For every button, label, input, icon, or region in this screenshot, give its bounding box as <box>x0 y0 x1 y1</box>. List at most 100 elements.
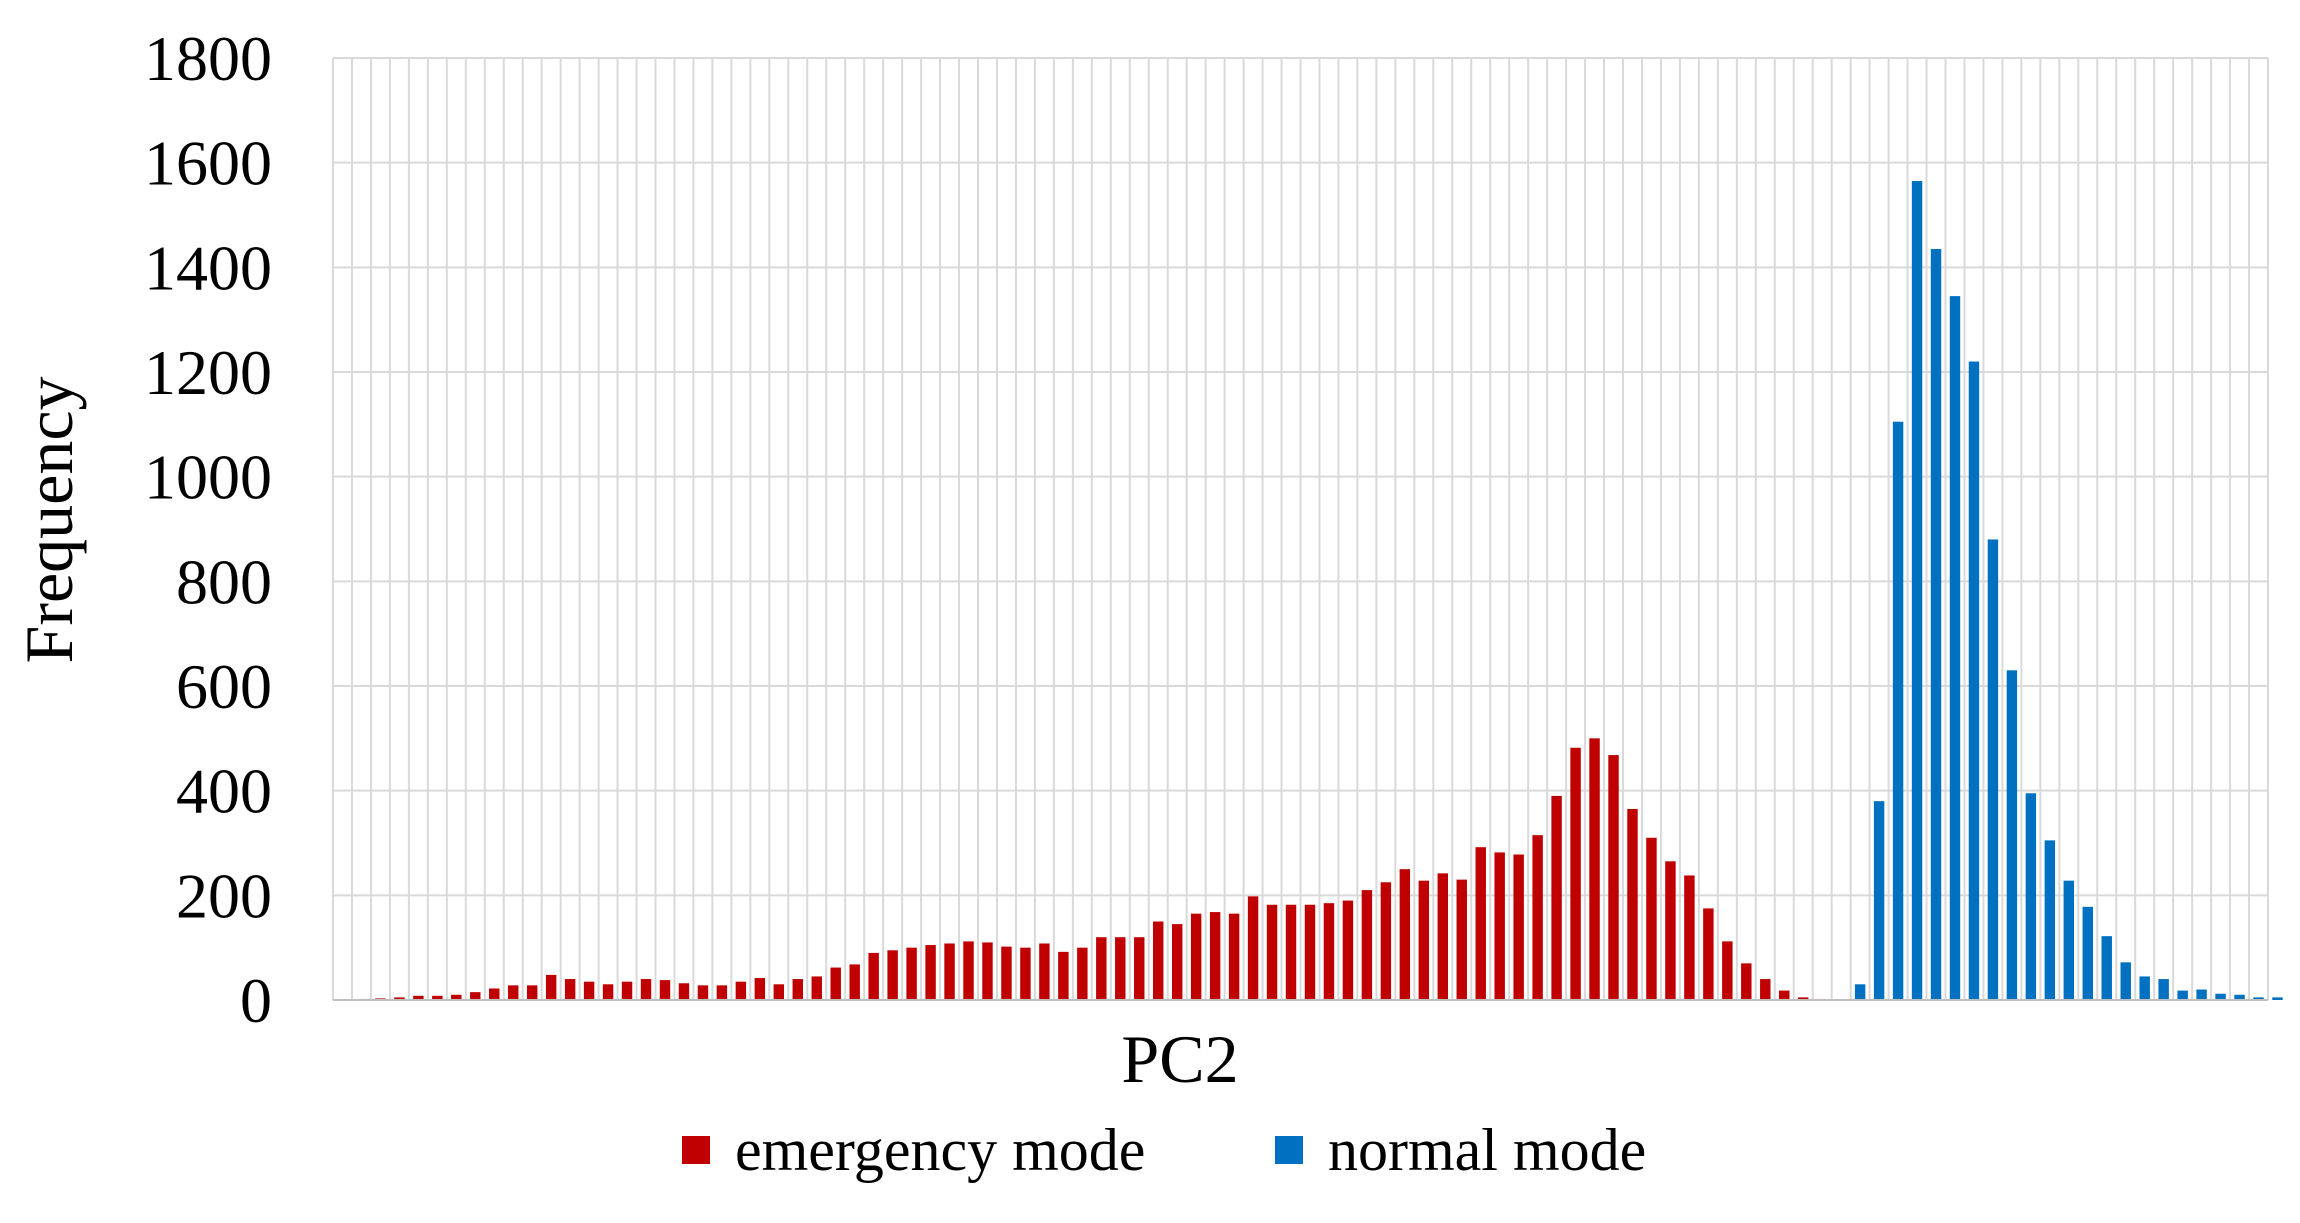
x-axis-label: PC2 <box>1121 1021 1238 1097</box>
bar-emergency <box>849 964 860 1000</box>
legend-label-normal: normal mode <box>1328 1117 1646 1183</box>
bar-emergency <box>451 994 462 1000</box>
bar-emergency <box>1304 904 1316 1000</box>
bar-emergency <box>944 943 955 1000</box>
bar-emergency <box>773 984 785 1000</box>
legend-label-emergency: emergency mode <box>735 1117 1145 1183</box>
bar-emergency <box>1171 924 1183 1000</box>
bar-emergency <box>583 981 595 1000</box>
bar-normal <box>1892 421 1904 1000</box>
y-tick-label: 1400 <box>144 232 272 303</box>
legend-swatch-normal <box>1275 1136 1303 1164</box>
bar-normal <box>2253 997 2264 1000</box>
bar-emergency <box>1589 738 1600 1000</box>
bar-emergency <box>1342 900 1354 1000</box>
bar-emergency <box>621 981 633 1000</box>
bar-normal <box>2272 997 2283 1000</box>
bar-emergency <box>792 979 803 1000</box>
bar-emergency <box>1703 908 1714 1000</box>
bar-emergency <box>1741 963 1752 1000</box>
bar-emergency <box>1399 869 1411 1000</box>
bar-emergency <box>754 978 766 1000</box>
bar-emergency <box>1209 912 1221 1000</box>
bar-emergency <box>1627 808 1638 1000</box>
bar-layer <box>337 180 2283 1000</box>
bar-emergency <box>1228 913 1240 1000</box>
bar-emergency <box>1608 755 1619 1000</box>
y-tick-label: 600 <box>176 651 272 722</box>
bar-emergency <box>564 979 576 1000</box>
bar-normal <box>2044 840 2056 1000</box>
bar-emergency <box>1418 880 1430 1000</box>
bar-normal <box>2082 906 2093 1000</box>
bar-emergency <box>1684 875 1695 1000</box>
bar-normal <box>2120 962 2131 1000</box>
bar-emergency <box>1077 947 1088 1000</box>
bar-emergency <box>1020 947 1031 1000</box>
bar-emergency <box>1551 795 1562 1000</box>
bar-emergency <box>1266 904 1278 1000</box>
bar-emergency <box>1134 937 1145 1000</box>
y-tick-labels: 0 200 400 600 800 1000 1200 1400 1600 1800 <box>144 23 272 1036</box>
bar-emergency <box>1722 941 1733 1000</box>
bar-emergency <box>602 984 614 1000</box>
bar-emergency <box>1115 937 1126 1000</box>
bar-emergency <box>1570 747 1581 1000</box>
bar-normal <box>2158 979 2169 1000</box>
y-tick-label: 1000 <box>144 442 272 513</box>
bar-normal <box>2234 994 2245 1000</box>
bar-normal <box>1930 249 1942 1000</box>
y-tick-label: 1600 <box>144 128 272 199</box>
bar-emergency <box>925 945 936 1000</box>
bar-emergency <box>1646 837 1657 1000</box>
y-tick-label: 200 <box>176 860 272 931</box>
bar-emergency <box>432 995 443 1000</box>
bar-emergency <box>508 985 519 1000</box>
bar-emergency <box>1760 979 1771 1000</box>
bar-emergency <box>1323 903 1335 1000</box>
bar-emergency <box>545 974 557 1000</box>
bar-emergency <box>659 980 671 1000</box>
bar-normal <box>1968 361 1980 1000</box>
bar-normal <box>1854 984 1866 1000</box>
bar-emergency <box>1153 921 1164 1000</box>
y-tick-label: 800 <box>176 546 272 617</box>
bar-emergency <box>697 985 709 1000</box>
bar-normal <box>2139 976 2150 1000</box>
bar-emergency <box>640 979 652 1000</box>
bar-emergency <box>1096 937 1107 1000</box>
bar-emergency <box>526 985 538 1000</box>
bar-emergency <box>735 981 747 1000</box>
bar-emergency <box>906 947 917 1000</box>
bar-emergency <box>982 942 993 1000</box>
bar-normal <box>2215 993 2226 1000</box>
bar-emergency <box>470 992 481 1000</box>
bar-normal <box>2025 793 2037 1000</box>
bar-normal <box>1911 180 1923 1000</box>
bar-normal <box>2177 990 2188 1000</box>
bar-emergency <box>1361 890 1373 1000</box>
y-tick-label: 0 <box>240 965 272 1036</box>
bar-emergency <box>1437 873 1448 1000</box>
bar-normal <box>2196 989 2207 1000</box>
bar-emergency <box>413 995 424 1000</box>
bar-emergency <box>1039 943 1050 1000</box>
bar-emergency <box>1798 997 1809 1000</box>
bar-emergency <box>678 983 690 1000</box>
bar-emergency <box>394 997 405 1000</box>
y-tick-label: 400 <box>176 756 272 827</box>
bar-emergency <box>1665 861 1676 1000</box>
bar-emergency <box>716 985 728 1000</box>
bar-emergency <box>1513 854 1524 1000</box>
bar-emergency <box>1456 879 1467 1000</box>
legend-swatch-emergency <box>682 1136 710 1164</box>
bar-normal <box>2006 670 2018 1000</box>
bar-normal <box>1873 801 1885 1000</box>
y-tick-label: 1200 <box>144 337 272 408</box>
bar-emergency <box>963 941 974 1000</box>
bar-emergency <box>1058 951 1069 1000</box>
bar-emergency <box>887 950 898 1000</box>
bar-emergency <box>1247 896 1259 1000</box>
